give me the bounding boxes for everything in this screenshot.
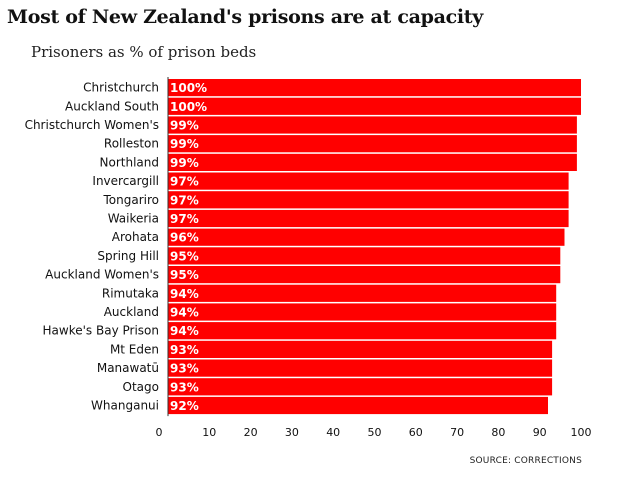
- value-label: 99%: [170, 137, 199, 151]
- value-label: 96%: [170, 231, 199, 245]
- bar[interactable]: [168, 340, 553, 358]
- x-tick-label: 40: [326, 426, 340, 439]
- value-label: 93%: [170, 343, 199, 357]
- bar[interactable]: [168, 322, 557, 340]
- value-label: 95%: [170, 249, 199, 263]
- value-label: 99%: [170, 119, 199, 133]
- category-label: Auckland Women's: [45, 268, 159, 282]
- category-label: Christchurch Women's: [25, 118, 159, 132]
- category-label: Tongariro: [103, 193, 160, 207]
- x-tick-label: 100: [571, 426, 592, 439]
- bar[interactable]: [168, 359, 553, 377]
- category-label: Christchurch: [83, 81, 159, 95]
- category-label: Mt Eden: [110, 342, 159, 356]
- value-label: 100%: [170, 81, 207, 95]
- x-tick-label: 70: [450, 426, 464, 439]
- x-tick-label: 60: [409, 426, 423, 439]
- bar[interactable]: [168, 172, 569, 190]
- value-label: 94%: [170, 287, 199, 301]
- bar[interactable]: [168, 97, 581, 115]
- bar[interactable]: [168, 79, 581, 97]
- chart-subtitle: Prisoners as % of prison beds: [31, 43, 257, 61]
- value-label: 97%: [170, 193, 199, 207]
- bar[interactable]: [168, 153, 577, 171]
- value-label: 94%: [170, 324, 199, 338]
- category-label: Whanganui: [91, 399, 159, 413]
- value-label: 97%: [170, 175, 199, 189]
- x-tick-label: 80: [491, 426, 505, 439]
- chart-title: Most of New Zealand's prisons are at cap…: [7, 6, 484, 28]
- bar[interactable]: [168, 191, 569, 209]
- category-label: Manawatū: [97, 361, 159, 375]
- value-label: 97%: [170, 212, 199, 226]
- category-label: Hawke's Bay Prison: [43, 324, 159, 338]
- bar[interactable]: [168, 266, 561, 284]
- bar[interactable]: [168, 396, 548, 415]
- category-label: Auckland: [104, 305, 159, 319]
- x-tick-label: 20: [244, 426, 258, 439]
- value-label: 100%: [170, 100, 207, 114]
- value-label: 94%: [170, 306, 199, 320]
- category-label: Invercargill: [92, 174, 159, 188]
- category-label: Spring Hill: [97, 249, 159, 263]
- x-tick-label: 90: [533, 426, 547, 439]
- x-tick-label: 30: [285, 426, 299, 439]
- value-label: 95%: [170, 268, 199, 282]
- x-tick-label: 0: [156, 426, 163, 439]
- bar[interactable]: [168, 378, 553, 396]
- x-tick-label: 50: [368, 426, 382, 439]
- category-label: Auckland South: [65, 99, 159, 113]
- bar[interactable]: [168, 284, 557, 302]
- value-label: 93%: [170, 362, 199, 376]
- category-label: Rolleston: [104, 137, 159, 151]
- bar[interactable]: [168, 303, 557, 321]
- source-note: SOURCE: CORRECTIONS: [469, 456, 582, 466]
- bar[interactable]: [168, 228, 565, 246]
- value-label: 93%: [170, 380, 199, 394]
- bar[interactable]: [168, 247, 561, 265]
- category-label: Otago: [123, 380, 159, 394]
- category-label: Waikeria: [108, 212, 159, 226]
- category-label: Rimutaka: [102, 286, 159, 300]
- value-label: 92%: [170, 399, 199, 413]
- x-tick-label: 10: [202, 426, 216, 439]
- bar[interactable]: [168, 116, 577, 134]
- value-label: 99%: [170, 156, 199, 170]
- bar[interactable]: [168, 209, 569, 228]
- category-label: Arohata: [112, 230, 159, 244]
- category-label: Northland: [100, 155, 159, 169]
- bar[interactable]: [168, 135, 577, 153]
